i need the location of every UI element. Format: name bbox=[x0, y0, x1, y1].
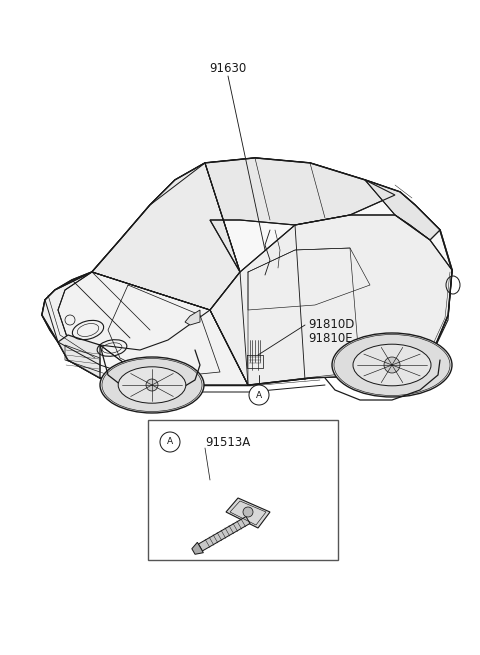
Polygon shape bbox=[185, 310, 200, 325]
FancyBboxPatch shape bbox=[148, 420, 338, 560]
Polygon shape bbox=[92, 163, 240, 310]
Text: A: A bbox=[167, 438, 173, 447]
Polygon shape bbox=[198, 517, 250, 551]
Polygon shape bbox=[42, 158, 452, 392]
Polygon shape bbox=[365, 180, 440, 240]
Circle shape bbox=[249, 385, 269, 405]
Circle shape bbox=[243, 507, 253, 517]
Text: A: A bbox=[256, 390, 262, 400]
Polygon shape bbox=[42, 272, 210, 350]
Ellipse shape bbox=[100, 357, 204, 413]
Text: 91513A: 91513A bbox=[205, 436, 250, 449]
Polygon shape bbox=[58, 272, 248, 385]
Ellipse shape bbox=[332, 333, 452, 397]
Polygon shape bbox=[210, 215, 452, 385]
Polygon shape bbox=[205, 158, 395, 272]
Polygon shape bbox=[226, 498, 270, 528]
Text: 91810E: 91810E bbox=[308, 331, 353, 345]
Ellipse shape bbox=[118, 367, 186, 403]
Circle shape bbox=[384, 357, 400, 373]
Text: 91630: 91630 bbox=[209, 62, 247, 75]
Polygon shape bbox=[58, 335, 100, 378]
Circle shape bbox=[146, 379, 158, 391]
Polygon shape bbox=[192, 542, 204, 554]
Text: 91810D: 91810D bbox=[308, 318, 354, 331]
Ellipse shape bbox=[353, 344, 431, 386]
Circle shape bbox=[160, 432, 180, 452]
